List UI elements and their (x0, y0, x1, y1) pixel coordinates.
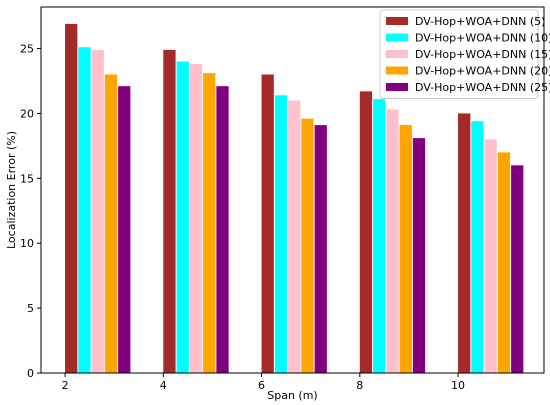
legend-swatch-3 (386, 50, 408, 58)
bar-4-cat-2 (104, 74, 118, 374)
legend-box (379, 9, 539, 99)
bar-2-cat-8 (373, 99, 386, 374)
y-tick-label-5: 5 (27, 302, 34, 315)
plot-frame (40, 6, 545, 374)
y-tick-label-20: 20 (20, 107, 34, 120)
bar-3-cat-10 (484, 139, 497, 373)
bar-5-cat-10 (511, 165, 524, 373)
bar-3-cat-8 (386, 109, 399, 373)
legend-label-4: DV-Hop+WOA+DNN (20) (415, 65, 550, 78)
legend-label-2: DV-Hop+WOA+DNN (10) (415, 32, 550, 45)
bar-1-cat-6 (261, 74, 274, 374)
x-tick-label-10: 10 (451, 379, 465, 392)
legend-label-3: DV-Hop+WOA+DNN (15) (415, 48, 550, 61)
legend-swatch-5 (386, 83, 408, 91)
bar-5-cat-6 (314, 125, 327, 373)
bar-1-cat-4 (163, 49, 176, 373)
bar-3-cat-4 (189, 64, 203, 374)
bar-2-cat-2 (78, 47, 91, 373)
legend-swatch-2 (386, 33, 408, 42)
y-axis: 0 5 10 15 20 25 (20, 43, 41, 380)
y-tick-label-15: 15 (20, 172, 34, 185)
x-tick-label-6: 6 (258, 379, 265, 392)
bar-3-cat-6 (288, 100, 301, 373)
y-tick-label-0: 0 (27, 367, 34, 380)
y-axis-title: Localization Error (%) (5, 131, 18, 249)
y-tick-label-25: 25 (20, 43, 34, 56)
legend-label-5: DV-Hop+WOA+DNN (25) (415, 81, 550, 94)
bar-1-cat-10 (458, 113, 471, 374)
bar-1-cat-8 (359, 91, 373, 374)
legend-swatch-4 (386, 66, 408, 75)
bar-4-cat-6 (301, 118, 314, 374)
x-tick-label-4: 4 (160, 379, 167, 392)
x-axis-title: Span (m) (267, 389, 317, 402)
legend-swatch-1 (386, 17, 408, 25)
bar-3-cat-2 (91, 49, 104, 373)
bar-5-cat-2 (118, 86, 131, 374)
bar-5-cat-4 (216, 86, 229, 374)
bar-4-cat-8 (399, 125, 412, 373)
x-axis: 2 4 6 8 10 (62, 373, 465, 392)
x-tick-label-8: 8 (356, 379, 363, 392)
bar-2-cat-4 (176, 61, 189, 373)
bar-2-cat-10 (471, 121, 484, 374)
bar-4-cat-10 (497, 152, 511, 373)
legend-label-1: DV-Hop+WOA+DNN (5) (415, 15, 545, 28)
legend: DV-Hop+WOA+DNN (5) DV-Hop+WOA+DNN (10) DV-… (379, 9, 550, 99)
bar-4-cat-4 (203, 73, 216, 373)
bars-layer (65, 23, 524, 374)
bar-1-cat-2 (65, 23, 78, 374)
x-tick-label-2: 2 (62, 379, 69, 392)
bar-2-cat-6 (274, 95, 288, 373)
bar-5-cat-8 (412, 138, 426, 373)
y-tick-label-10: 10 (20, 237, 34, 250)
